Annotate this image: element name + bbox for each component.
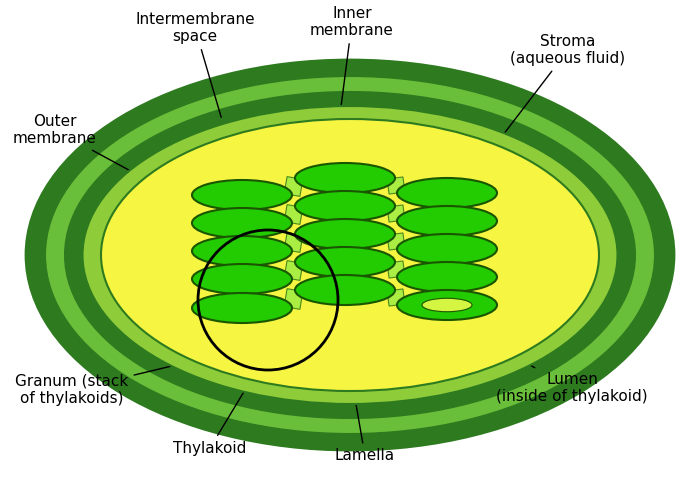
- Ellipse shape: [192, 293, 292, 323]
- Text: Stroma
(aqueous fluid): Stroma (aqueous fluid): [491, 34, 626, 150]
- Ellipse shape: [295, 247, 395, 277]
- Text: Granum (stack
of thylakoids): Granum (stack of thylakoids): [15, 359, 202, 406]
- Ellipse shape: [295, 191, 395, 221]
- Text: Intermembrane
space: Intermembrane space: [135, 12, 255, 117]
- Ellipse shape: [397, 234, 497, 264]
- Polygon shape: [284, 204, 303, 224]
- Polygon shape: [284, 233, 303, 252]
- Ellipse shape: [26, 60, 674, 450]
- Polygon shape: [284, 289, 303, 309]
- Text: Lumen
(inside of thylakoid): Lumen (inside of thylakoid): [464, 329, 648, 404]
- Ellipse shape: [45, 76, 655, 434]
- Ellipse shape: [295, 219, 395, 249]
- Polygon shape: [284, 260, 303, 280]
- Text: Inner
membrane: Inner membrane: [310, 6, 394, 127]
- Polygon shape: [387, 233, 405, 250]
- Ellipse shape: [101, 119, 599, 391]
- Ellipse shape: [192, 236, 292, 266]
- Ellipse shape: [397, 290, 497, 320]
- Polygon shape: [387, 177, 405, 194]
- Polygon shape: [387, 205, 405, 222]
- Ellipse shape: [295, 163, 395, 193]
- Ellipse shape: [397, 262, 497, 292]
- Ellipse shape: [295, 275, 395, 305]
- Text: Lamella: Lamella: [335, 361, 395, 463]
- Ellipse shape: [192, 180, 292, 210]
- Ellipse shape: [397, 206, 497, 236]
- Ellipse shape: [83, 106, 617, 404]
- Text: Outer
membrane: Outer membrane: [13, 114, 136, 174]
- Polygon shape: [387, 289, 405, 306]
- Text: Thylakoid: Thylakoid: [174, 388, 246, 455]
- Ellipse shape: [397, 178, 497, 208]
- Ellipse shape: [192, 264, 292, 294]
- Ellipse shape: [422, 298, 472, 312]
- Ellipse shape: [192, 208, 292, 238]
- Ellipse shape: [65, 92, 635, 418]
- Polygon shape: [284, 177, 303, 197]
- Polygon shape: [387, 261, 405, 278]
